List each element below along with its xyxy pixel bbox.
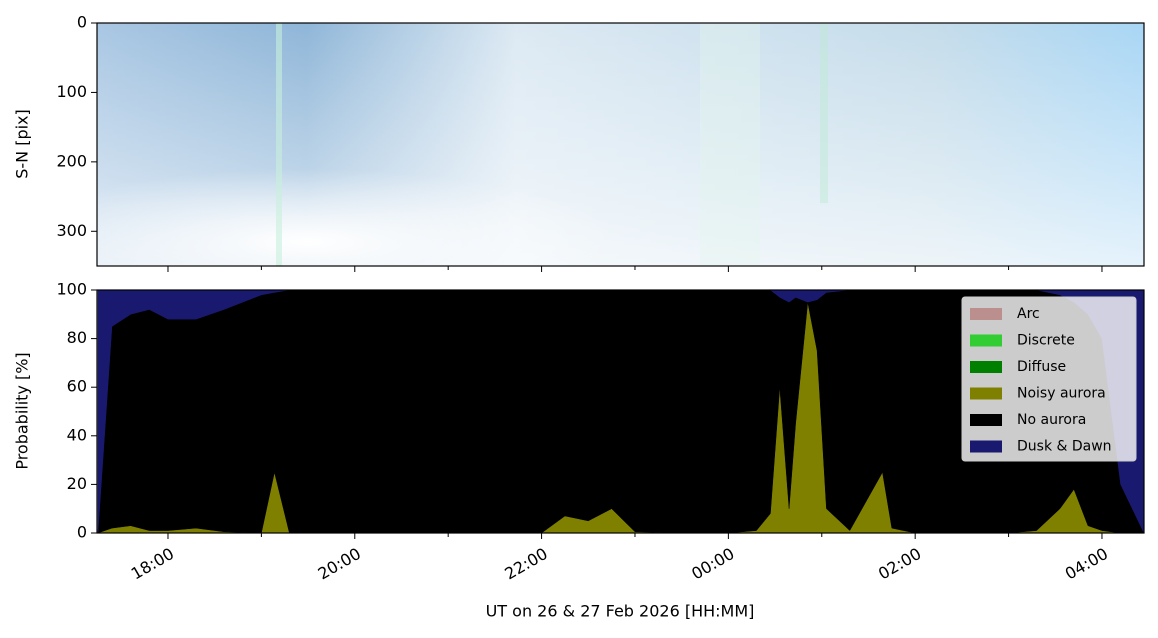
axes-frame bbox=[96, 289, 1145, 534]
y-tick-label: 80 bbox=[67, 328, 87, 347]
y-tick-label: 100 bbox=[56, 280, 87, 299]
y-axis-label: S-N [pix] bbox=[13, 109, 32, 179]
x-axis-label: UT on 26 & 27 Feb 2026 [HH:MM] bbox=[486, 602, 755, 621]
axes-frame bbox=[96, 22, 1145, 267]
y-tick-label: 40 bbox=[67, 425, 87, 444]
legend-label: Dusk & Dawn bbox=[1017, 439, 1112, 455]
y-tick-label: 20 bbox=[67, 474, 87, 493]
y-axis-label: Probability [%] bbox=[13, 352, 32, 469]
legend-swatch bbox=[970, 387, 1002, 400]
y-tick-label: 60 bbox=[67, 377, 87, 396]
x-tick-label: 02:00 bbox=[875, 544, 924, 584]
x-tick-label: 00:00 bbox=[688, 544, 737, 584]
legend-swatch bbox=[970, 440, 1002, 453]
x-tick-label: 04:00 bbox=[1062, 544, 1111, 584]
legend-box bbox=[961, 296, 1137, 462]
legend-swatch bbox=[970, 334, 1002, 347]
x-tick-label: 20:00 bbox=[315, 544, 364, 584]
y-tick-label: 0 bbox=[77, 13, 87, 32]
y-tick-label: 200 bbox=[56, 151, 87, 170]
x-tick-label: 18:00 bbox=[128, 544, 177, 584]
y-tick-label: 100 bbox=[56, 82, 87, 101]
y-tick-label: 0 bbox=[77, 523, 87, 542]
legend-swatch bbox=[970, 308, 1002, 320]
keogram-image bbox=[97, 23, 1144, 266]
legend-swatch bbox=[970, 414, 1002, 426]
legend-label: Arc bbox=[1017, 306, 1040, 322]
legend-label: No aurora bbox=[1017, 412, 1086, 428]
legend-label: Diffuse bbox=[1017, 359, 1066, 375]
x-tick-label: 22:00 bbox=[501, 544, 550, 584]
legend-swatch bbox=[970, 361, 1002, 373]
y-tick-label: 300 bbox=[56, 221, 87, 240]
legend-label: Noisy aurora bbox=[1017, 386, 1106, 402]
legend-label: Discrete bbox=[1017, 333, 1075, 349]
legend: Arc Discrete Diffuse Noisy aurora No aurora D… bbox=[961, 296, 1137, 462]
